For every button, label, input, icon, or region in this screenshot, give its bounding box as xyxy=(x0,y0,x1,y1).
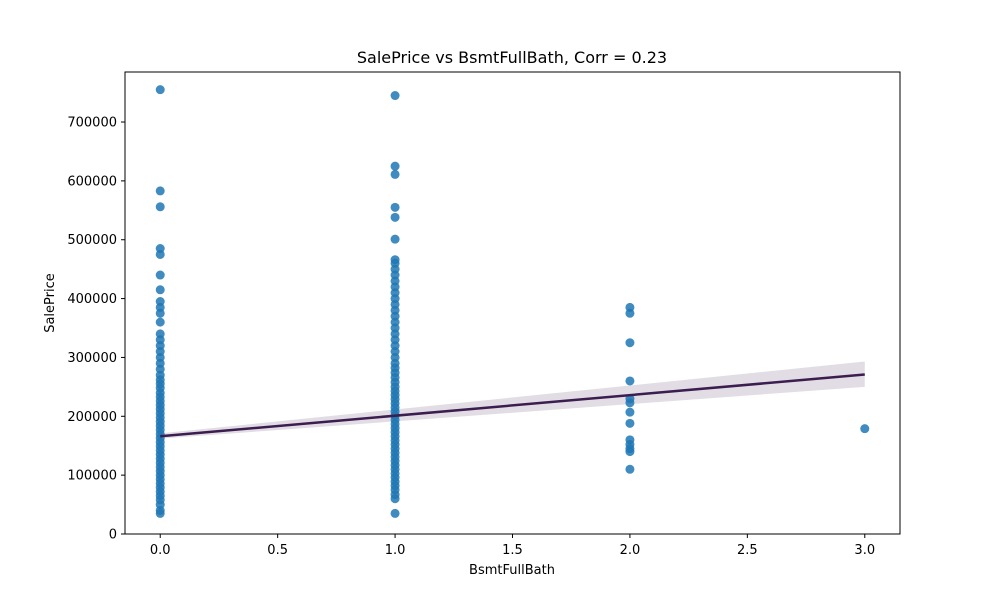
y-tick-label: 400000 xyxy=(67,292,117,307)
y-tick-label: 700000 xyxy=(67,116,117,131)
regression-confidence-band xyxy=(160,361,865,439)
data-point xyxy=(155,317,165,327)
data-point xyxy=(390,202,400,212)
data-point xyxy=(625,398,635,408)
data-point xyxy=(155,508,165,518)
data-point xyxy=(155,85,165,95)
chart-title: SalePrice vs BsmtFullBath, Corr = 0.23 xyxy=(357,48,667,67)
y-tick-label: 600000 xyxy=(67,174,117,189)
y-axis-label: SalePrice xyxy=(43,273,58,333)
data-point xyxy=(155,308,165,318)
data-point xyxy=(155,202,165,212)
data-point xyxy=(155,285,165,295)
data-point xyxy=(860,424,870,434)
data-point xyxy=(155,186,165,196)
plot-area xyxy=(155,85,870,518)
regression-line-layer xyxy=(160,373,865,438)
data-point xyxy=(390,91,400,101)
regression-line xyxy=(160,373,865,438)
y-tick-label: 0 xyxy=(109,528,117,543)
x-tick-label: 3.0 xyxy=(854,543,875,558)
data-point xyxy=(625,308,635,318)
data-point xyxy=(625,338,635,348)
x-tick-label: 0.5 xyxy=(267,543,288,558)
x-axis-ticks: 0.0 0.5 1.0 1.5 2.0 2.5 3.0 xyxy=(150,534,875,558)
data-point xyxy=(625,464,635,474)
x-tick-label: 1.0 xyxy=(385,543,406,558)
data-point xyxy=(390,169,400,179)
y-tick-label: 300000 xyxy=(67,351,117,366)
data-point xyxy=(390,161,400,171)
y-axis-ticks: 0 100000 200000 300000 400000 500000 600000 700… xyxy=(67,116,125,543)
data-point xyxy=(155,270,165,280)
data-point xyxy=(625,418,635,428)
x-axis-label: BsmtFullBath xyxy=(469,563,555,578)
y-tick-label: 100000 xyxy=(67,469,117,484)
data-point xyxy=(390,234,400,244)
data-point xyxy=(390,508,400,518)
x-tick-label: 2.0 xyxy=(620,543,641,558)
y-tick-label: 200000 xyxy=(67,410,117,425)
data-point xyxy=(625,407,635,417)
data-point xyxy=(390,212,400,222)
y-tick-label: 500000 xyxy=(67,233,117,248)
x-tick-label: 0.0 xyxy=(150,543,171,558)
data-point xyxy=(625,447,635,457)
x-tick-label: 2.5 xyxy=(737,543,758,558)
points-layer xyxy=(155,85,870,518)
data-point xyxy=(390,494,400,504)
ci-band-layer xyxy=(160,361,865,439)
x-tick-label: 1.5 xyxy=(502,543,523,558)
data-point xyxy=(155,249,165,259)
data-point xyxy=(625,376,635,386)
